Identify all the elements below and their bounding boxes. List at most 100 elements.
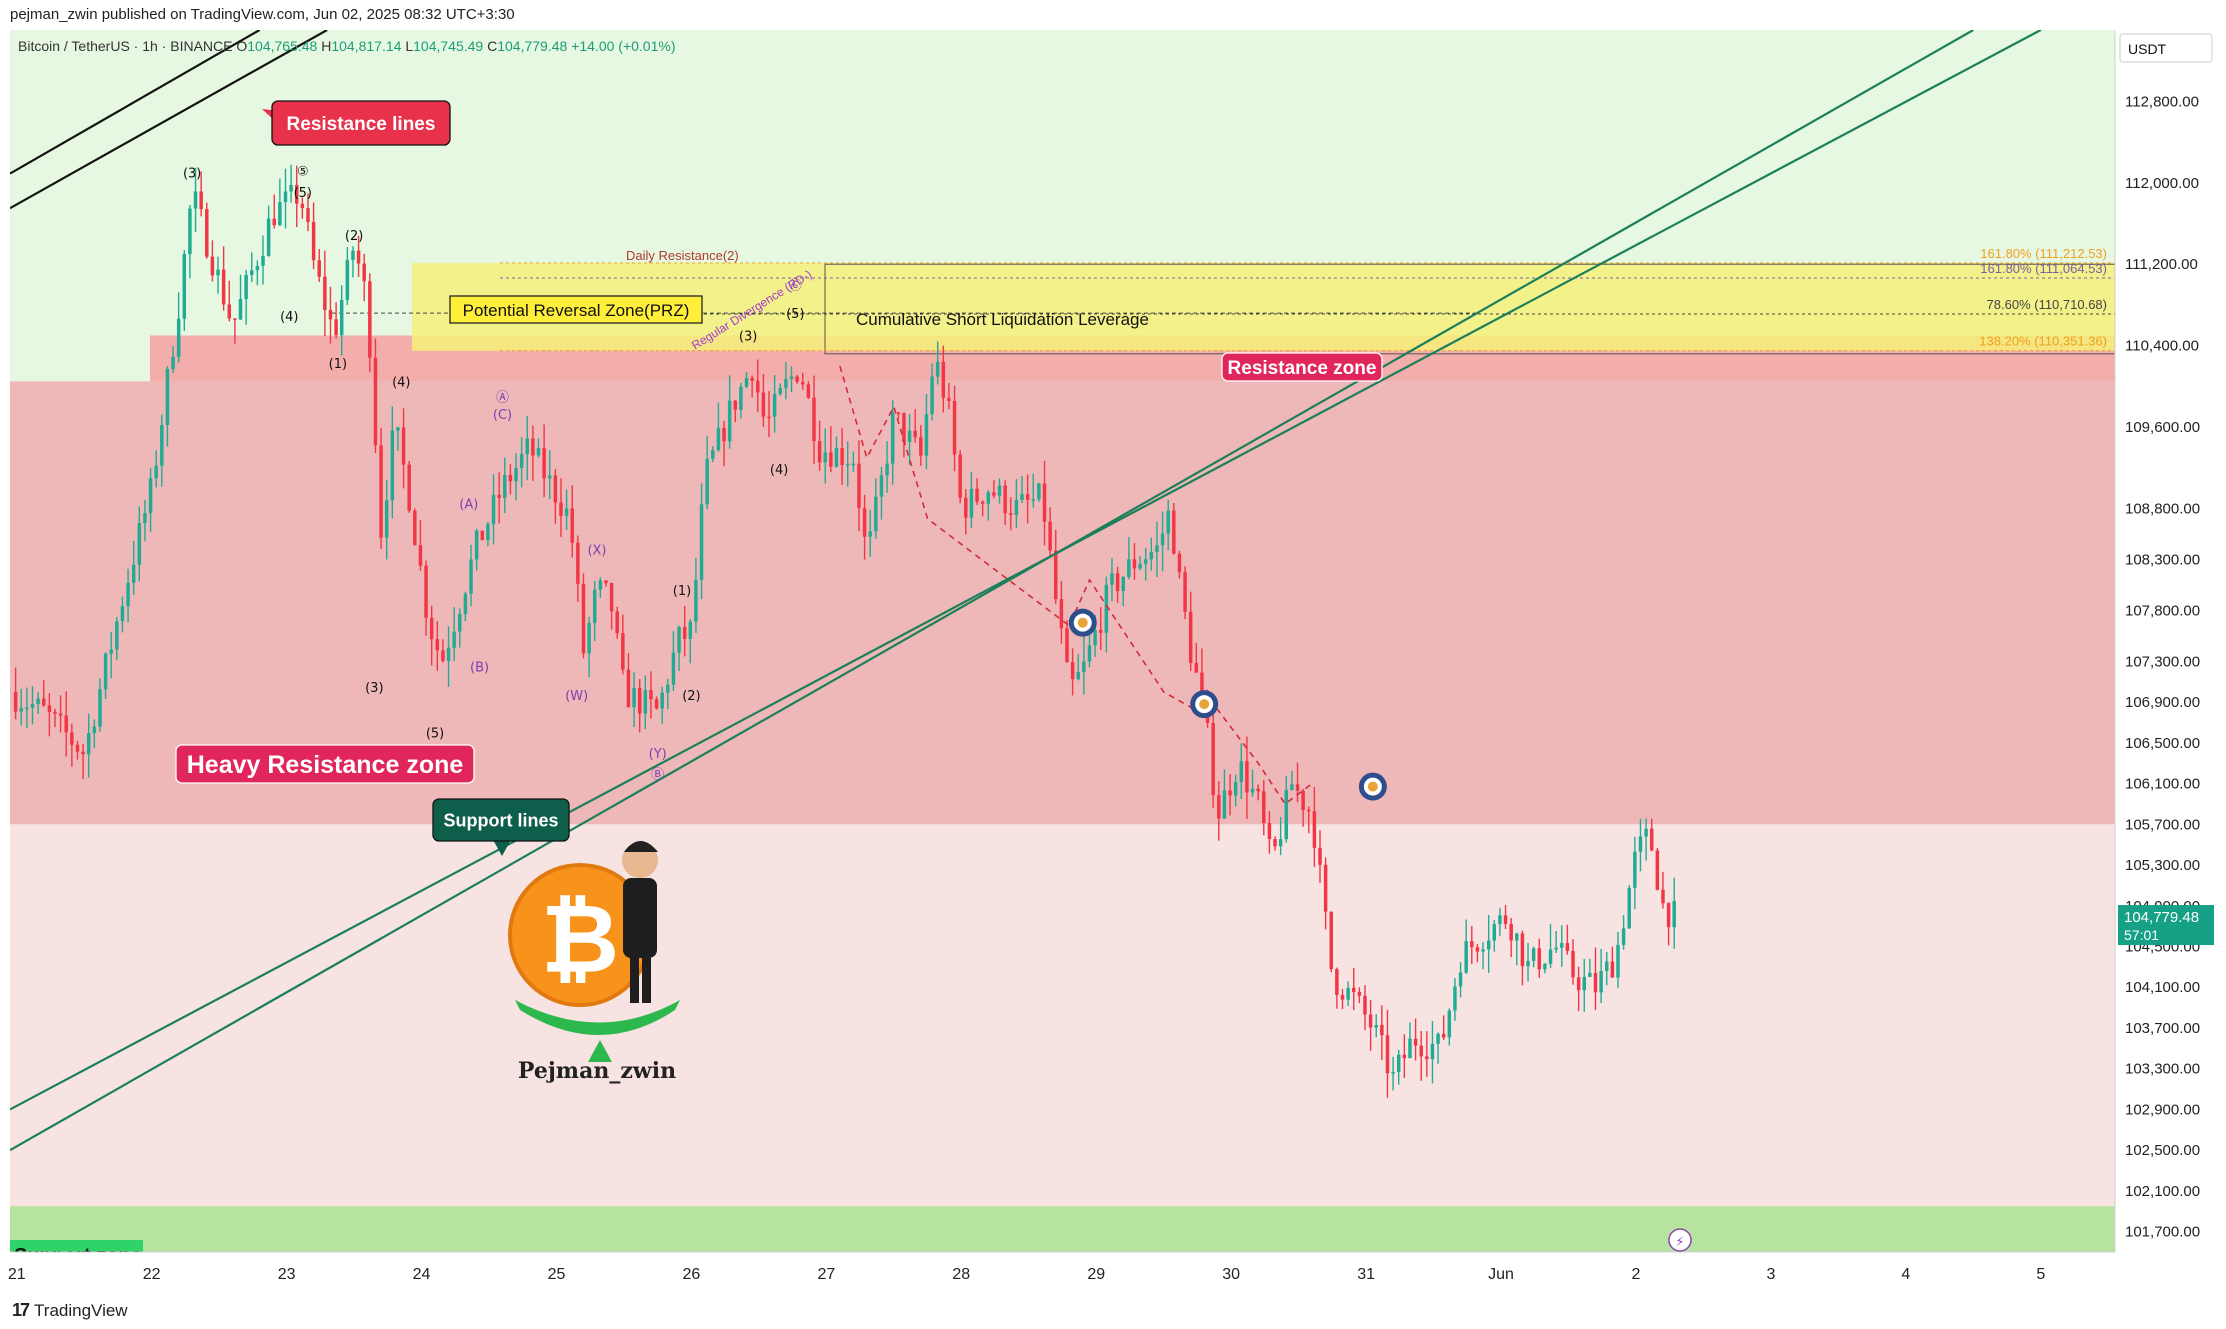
candle (1565, 943, 1570, 951)
candle (1132, 559, 1137, 569)
candle (677, 626, 681, 653)
resistance-lines-label-text: Resistance lines (287, 114, 436, 135)
candle (784, 379, 788, 388)
candle (1250, 788, 1255, 793)
candle (795, 376, 799, 382)
candle (1593, 972, 1598, 993)
symbol-legend: Bitcoin / TetherUS · 1h · BINANCE O104,7… (18, 38, 675, 54)
candle (733, 400, 738, 410)
candle (1335, 969, 1339, 995)
candle (874, 496, 878, 532)
candle (452, 631, 456, 648)
candle (1638, 836, 1643, 852)
candle-countdown: 57:01 (2124, 927, 2159, 943)
candle (199, 191, 203, 210)
candle (671, 652, 676, 685)
candle (407, 464, 411, 511)
candle (997, 485, 1002, 496)
candle (1222, 790, 1227, 819)
candle (188, 208, 192, 254)
candle (1025, 494, 1030, 500)
time-tick-label: 5 (2036, 1266, 2045, 1283)
currency-badge[interactable]: USDT (2119, 33, 2213, 63)
candle (1307, 809, 1311, 812)
time-tick-label: Jun (1488, 1266, 1514, 1283)
candle (1498, 915, 1502, 925)
candle (637, 687, 642, 714)
candle (1138, 563, 1142, 569)
candle (598, 580, 603, 590)
candle (823, 452, 827, 463)
candle (514, 468, 518, 482)
low-label: L (405, 38, 414, 54)
price-tick-label: 102,100.00 (2125, 1183, 2200, 1200)
candle (1661, 889, 1665, 904)
candle (70, 732, 74, 745)
candle (1357, 992, 1362, 996)
price-tick-label: 102,500.00 (2125, 1142, 2200, 1159)
candle (1239, 761, 1244, 783)
candle (148, 478, 153, 514)
candle (902, 413, 906, 443)
candle (1065, 628, 1069, 662)
fib-level-label: 161.80% (111,212.53) (1980, 246, 2107, 261)
short-liquidation-label: Cumulative Short Liquidation Leverage (856, 310, 1149, 329)
candle (1115, 573, 1120, 592)
candle (1093, 629, 1097, 646)
candle (1458, 972, 1463, 987)
candle (1194, 662, 1199, 673)
candle (632, 687, 636, 708)
wave-label: (X) (587, 543, 606, 558)
candle (1312, 811, 1317, 848)
candle (857, 463, 861, 509)
candle (368, 281, 372, 358)
candle (694, 579, 698, 622)
fib-level-label: 78.60% (110,710.68) (1987, 297, 2107, 312)
candle (1610, 961, 1615, 978)
candle (1380, 1024, 1384, 1036)
candle (1616, 944, 1620, 978)
candle (1177, 553, 1182, 573)
candle (86, 733, 91, 755)
candle (435, 639, 440, 651)
candle (744, 377, 749, 387)
candle (727, 400, 732, 442)
candle (379, 445, 383, 538)
currency-label: USDT (2128, 41, 2167, 57)
candle (424, 565, 428, 618)
candle (36, 698, 40, 705)
candle (812, 397, 816, 442)
candle (233, 318, 237, 320)
candle (323, 276, 327, 310)
candle (193, 191, 198, 209)
candle (1396, 1054, 1401, 1072)
candle (1245, 761, 1249, 793)
target-icon (1068, 608, 1097, 637)
candle (1441, 1033, 1446, 1038)
candle (508, 475, 513, 482)
candle (1003, 485, 1007, 514)
candle (1599, 971, 1603, 993)
candle (41, 698, 46, 706)
candle (756, 380, 760, 393)
wave-label: (C) (493, 408, 512, 423)
candle (289, 184, 293, 192)
candle (1048, 521, 1052, 551)
candle (92, 726, 97, 734)
candle (441, 650, 445, 661)
candle (429, 617, 434, 640)
tradingview-logo[interactable]: 17 TradingView (12, 1300, 128, 1321)
time-tick-label: 28 (952, 1266, 970, 1283)
candle (205, 209, 209, 257)
candle (587, 622, 591, 654)
candle (1503, 915, 1508, 924)
candle (1560, 943, 1564, 948)
time-tick-label: 26 (683, 1266, 701, 1283)
author-name: Pejman_zwin (518, 1058, 676, 1084)
alert-icon[interactable]: ⚡ (1668, 1228, 1692, 1252)
candle (1385, 1035, 1390, 1074)
candle (311, 221, 316, 261)
candle (992, 492, 996, 496)
candle (160, 425, 164, 466)
